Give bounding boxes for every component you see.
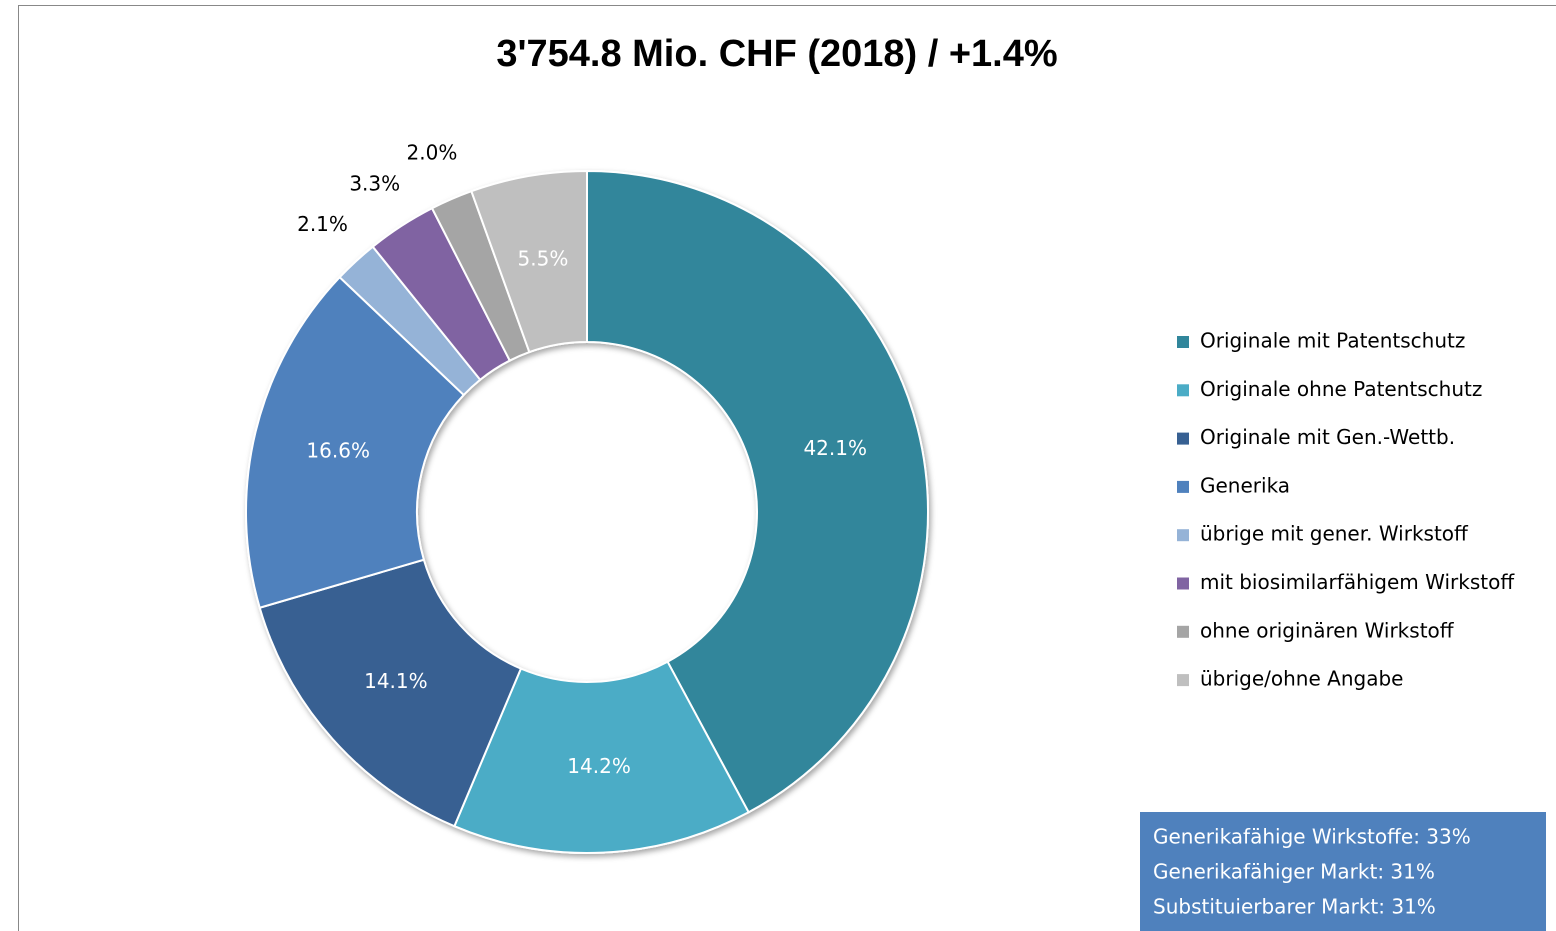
legend-label: Originale ohne Patentschutz <box>1200 377 1482 401</box>
donut-slice <box>586 169 930 814</box>
legend-swatch <box>1177 336 1189 348</box>
textbox-line: Substituierbarer Markt: 31% <box>1153 895 1436 919</box>
data-label: 14.1% <box>364 669 428 693</box>
data-label: 5.5% <box>518 246 569 270</box>
donut-slice <box>258 558 523 828</box>
legend-label: mit biosimilarfähigem Wirkstoff <box>1200 570 1515 594</box>
legend-swatch <box>1177 674 1189 687</box>
textbox-line: Generikafähiger Markt: 31% <box>1153 860 1435 884</box>
donut <box>245 169 930 854</box>
legend-swatch <box>1177 577 1189 590</box>
legend-label: Generika <box>1200 473 1290 497</box>
textbox-line: Generikafähige Wirkstoffe: 33% <box>1153 825 1471 849</box>
chart-title: 3'754.8 Mio. CHF (2018) / +1.4% <box>496 33 1057 75</box>
data-label: 42.1% <box>803 436 867 460</box>
textbox <box>1140 812 1546 931</box>
data-label: 2.0% <box>407 141 458 165</box>
donut-slice <box>453 660 750 854</box>
legend-swatch <box>1177 432 1189 445</box>
legend-label: Originale mit Patentschutz <box>1200 329 1465 353</box>
legend-label: übrige mit gener. Wirkstoff <box>1200 522 1469 546</box>
legend-label: Originale mit Gen.-Wettb. <box>1200 425 1455 449</box>
donut-slice <box>470 169 588 354</box>
legend-swatch <box>1177 529 1189 542</box>
donut-slice <box>245 275 466 609</box>
data-label: 2.1% <box>297 212 348 236</box>
legend-label: übrige/ohne Angabe <box>1200 667 1403 691</box>
data-label: 16.6% <box>306 438 370 462</box>
legend-swatch <box>1177 384 1189 397</box>
legend-swatch <box>1177 480 1189 493</box>
data-label: 3.3% <box>349 171 400 195</box>
legend-label: ohne originären Wirkstoff <box>1200 618 1455 642</box>
legend-swatch <box>1177 625 1189 638</box>
data-label: 14.2% <box>567 754 631 778</box>
